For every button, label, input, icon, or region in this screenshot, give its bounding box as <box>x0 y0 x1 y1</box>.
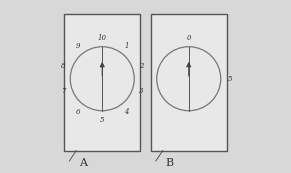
Text: 1: 1 <box>124 42 129 50</box>
Text: A: A <box>79 158 87 169</box>
Text: 9: 9 <box>76 42 80 50</box>
Text: 7: 7 <box>61 87 65 95</box>
Text: 5: 5 <box>100 116 104 124</box>
Bar <box>151 14 227 151</box>
Text: 5: 5 <box>228 75 232 83</box>
Text: 4: 4 <box>124 108 129 116</box>
Circle shape <box>70 47 134 111</box>
Text: 0: 0 <box>187 34 191 42</box>
Text: 10: 10 <box>98 34 107 42</box>
Text: 8: 8 <box>61 62 65 70</box>
Text: 3: 3 <box>139 87 143 95</box>
Bar <box>64 14 140 151</box>
Text: 6: 6 <box>76 108 80 116</box>
Circle shape <box>157 47 221 111</box>
Text: 2: 2 <box>139 62 143 70</box>
Text: B: B <box>166 158 174 169</box>
